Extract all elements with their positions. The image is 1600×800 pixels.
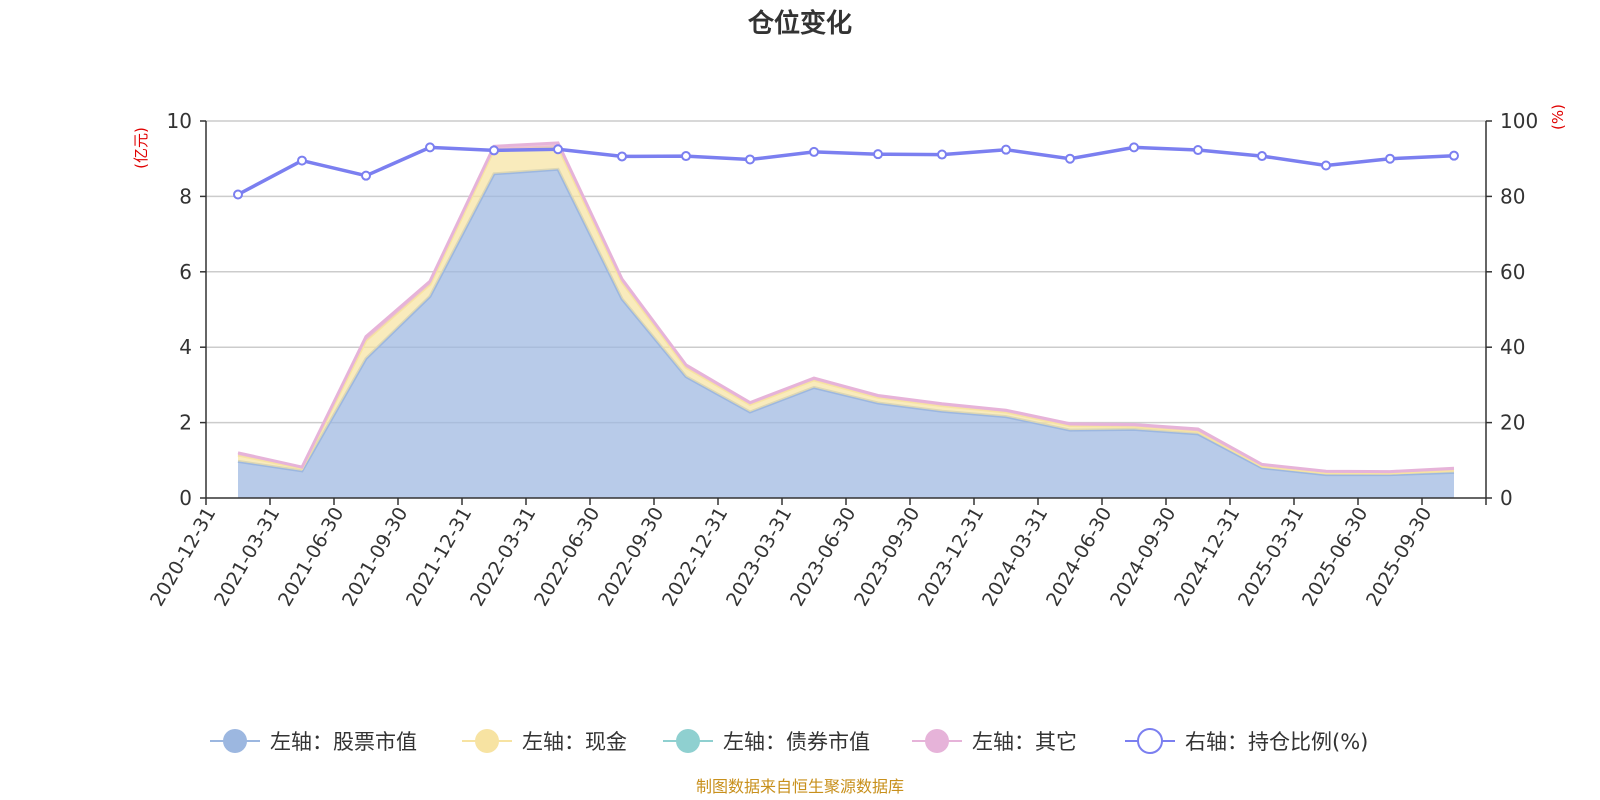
left-tick-label: 2 [179,411,192,435]
ratio-point[interactable] [489,145,499,156]
left-tick-label: 8 [179,184,192,208]
ratio-point[interactable] [553,144,563,155]
ratio-point[interactable] [873,149,883,160]
ratio-point[interactable] [1257,151,1267,162]
x-tick-label: 2021-06-30 [274,504,348,611]
ratio-point[interactable] [361,170,371,181]
ratio-point[interactable] [809,146,819,157]
x-tick-label: 2023-03-31 [722,504,796,611]
legend-item[interactable]: 左轴：现金 [462,729,627,754]
ratio-point[interactable] [1193,145,1203,156]
series-line-左轴：其它 [237,141,1455,474]
ratio-point[interactable] [233,189,243,200]
x-tick-label: 2025-09-30 [1362,504,1436,611]
ratio-point[interactable] [681,151,691,162]
x-tick-label: 2022-09-30 [594,504,668,611]
x-tick-label: 2024-12-31 [1170,504,1244,611]
ratio-point[interactable] [1001,144,1011,155]
x-tick-label: 2024-06-30 [1042,504,1116,611]
ratio-point[interactable] [1129,142,1139,153]
right-tick-label: 20 [1500,411,1525,435]
x-tick-label: 2023-12-31 [914,504,988,611]
legend-marker [676,729,700,753]
legend-item[interactable]: 左轴：其它 [912,729,1077,754]
ratio-point[interactable] [617,151,627,162]
ratio-point[interactable] [937,149,947,160]
left-tick-label: 4 [179,335,192,359]
chart-title: 仓位变化 [747,8,852,39]
x-tick-label: 2021-09-30 [338,504,412,611]
legend-marker [1137,728,1163,754]
ratio-point[interactable] [1321,160,1331,171]
area-左轴：股票市值 [238,169,1454,499]
right-tick-label: 60 [1500,260,1525,284]
ratio-point[interactable] [1385,153,1395,164]
x-tick-label: 2023-09-30 [850,504,924,611]
right-tick-label: 80 [1500,184,1525,208]
x-tick-label: 2020-12-31 [146,504,220,611]
right-tick-label: 40 [1500,335,1525,359]
x-tick-label: 2021-12-31 [402,504,476,611]
legend-item[interactable]: 左轴：债券市值 [663,729,870,754]
legend-label: 左轴：现金 [522,730,627,754]
legend-item[interactable]: 左轴：股票市值 [210,729,417,754]
legend-label: 右轴：持仓比例(%) [1185,730,1368,754]
ratio-point[interactable] [1065,153,1075,164]
left-tick-label: 10 [167,109,192,133]
left-axis-unit: (亿元) [132,127,150,169]
x-tick-label: 2024-03-31 [978,504,1052,611]
ratio-line-layer [233,142,1459,200]
ratio-point[interactable] [425,142,435,153]
left-tick-label: 6 [179,260,192,284]
right-tick-label: 0 [1500,486,1513,510]
left-tick-label: 0 [179,486,192,510]
legend-marker [925,729,949,753]
x-tick-label: 2025-03-31 [1234,504,1308,611]
ratio-point[interactable] [745,154,755,165]
legend: 左轴：股票市值 左轴：现金 左轴：债券市值 左轴：其它 右轴：持仓比例(%) [210,728,1368,754]
x-tick-label: 2022-06-30 [530,504,604,611]
legend-label: 左轴：债券市值 [723,730,870,754]
legend-item[interactable]: 右轴：持仓比例(%) [1125,728,1368,754]
x-tick-label: 2025-06-30 [1298,504,1372,611]
ratio-point[interactable] [1449,150,1459,161]
legend-marker [223,729,247,753]
right-axis-unit: (%) [1549,104,1567,130]
legend-label: 左轴：股票市值 [270,730,417,754]
x-tick-label: 2024-09-30 [1106,504,1180,611]
axes: 0246810020406080100(亿元)(%)2020-12-312021… [132,104,1567,610]
x-tick-label: 2023-06-30 [786,504,860,611]
data-source-note: 制图数据来自恒生聚源数据库 [696,777,904,796]
legend-label: 左轴：其它 [972,730,1077,754]
x-tick-label: 2022-03-31 [466,504,540,611]
x-tick-label: 2021-03-31 [210,504,284,611]
legend-marker [475,729,499,753]
ratio-point[interactable] [297,155,307,166]
right-tick-label: 100 [1500,109,1538,133]
area-layers [237,141,1455,499]
series-line-holding-ratio [237,145,1455,197]
x-tick-label: 2022-12-31 [658,504,732,611]
